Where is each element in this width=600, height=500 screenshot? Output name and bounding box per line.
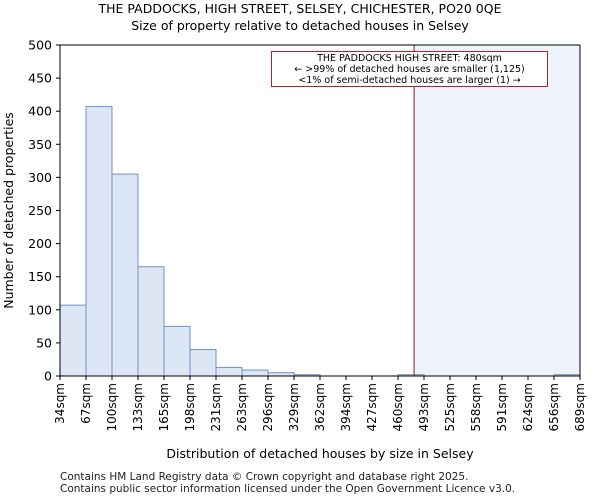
bar <box>59 304 87 377</box>
x-tick-label: 231sqm <box>209 383 223 431</box>
x-tick-label: 165sqm <box>157 383 171 431</box>
y-tick-label: 150 <box>28 269 52 284</box>
y-tick-label: 350 <box>28 137 52 152</box>
x-tick-label: 624sqm <box>521 383 535 431</box>
chart-subtitle: Size of property relative to detached ho… <box>131 18 469 33</box>
y-tick-label: 0 <box>44 369 52 384</box>
x-tick-label: 296sqm <box>261 383 275 431</box>
y-tick-label: 200 <box>28 236 52 251</box>
y-tick-label: 450 <box>28 71 52 86</box>
marker-annotation: THE PADDOCKS HIGH STREET: 480sqm ← >99% … <box>271 51 548 87</box>
x-tick-label: 100sqm <box>105 383 119 431</box>
x-tick-label: 558sqm <box>469 383 483 431</box>
annotation-line-1: THE PADDOCKS HIGH STREET: 480sqm <box>317 53 502 64</box>
bar <box>163 325 191 377</box>
y-axis-label: Number of detached properties <box>1 112 16 309</box>
x-tick-label: 525sqm <box>443 383 457 431</box>
y-tick-label: 500 <box>28 38 52 53</box>
footer-line-2: Contains public sector information licen… <box>60 483 516 495</box>
annotation-line-3: <1% of semi-detached houses are larger (… <box>298 75 521 86</box>
x-tick-label: 263sqm <box>235 383 249 431</box>
y-tick-label: 300 <box>28 170 52 185</box>
bar <box>111 173 139 377</box>
x-tick-label: 67sqm <box>79 383 93 424</box>
x-tick-label: 689sqm <box>573 383 587 431</box>
x-tick-label: 493sqm <box>417 383 431 431</box>
chart-title: THE PADDOCKS, HIGH STREET, SELSEY, CHICH… <box>0 0 600 34</box>
x-tick-label: 427sqm <box>365 383 379 431</box>
y-tick-label: 250 <box>28 203 52 218</box>
x-tick-label: 362sqm <box>313 383 327 431</box>
x-tick-label: 329sqm <box>287 383 301 431</box>
footer: Contains HM Land Registry data © Crown c… <box>60 471 515 495</box>
y-tick-label: 400 <box>28 104 52 119</box>
x-tick-label: 591sqm <box>495 383 509 431</box>
bar <box>215 366 243 377</box>
x-tick-label: 460sqm <box>391 383 405 431</box>
shaded-region <box>414 45 580 376</box>
annotation-line-2: ← >99% of detached houses are smaller (1… <box>294 64 525 75</box>
y-tick-label: 100 <box>28 302 52 317</box>
bar <box>85 106 113 377</box>
x-tick-label: 656sqm <box>547 383 561 431</box>
x-tick-label: 34sqm <box>53 383 67 424</box>
footer-line-1: Contains HM Land Registry data © Crown c… <box>60 471 469 483</box>
chart-title-line: THE PADDOCKS, HIGH STREET, SELSEY, CHICH… <box>98 1 502 16</box>
bar <box>137 266 165 377</box>
bar <box>189 349 217 377</box>
x-axis-label: Distribution of detached houses by size … <box>166 446 474 461</box>
bar <box>241 369 269 377</box>
y-tick-label: 50 <box>36 335 52 350</box>
x-tick-label: 394sqm <box>339 383 353 431</box>
x-tick-label: 133sqm <box>131 383 145 431</box>
x-tick-label: 198sqm <box>183 383 197 431</box>
